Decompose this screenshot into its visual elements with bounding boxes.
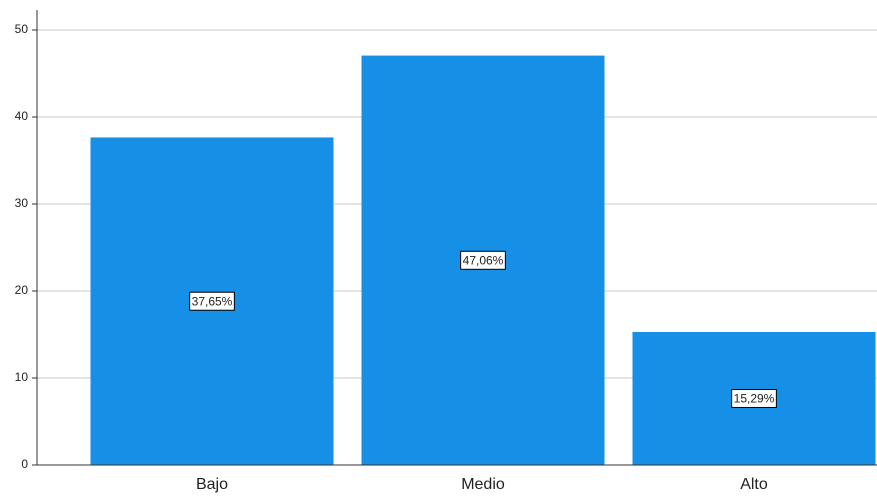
value-label: 47,06%: [463, 253, 504, 267]
value-label-box: [189, 291, 235, 311]
y-tick-label: 20: [15, 283, 29, 297]
y-tick-label: 40: [15, 109, 29, 123]
value-label: 15,29%: [734, 392, 775, 406]
value-label-box: [731, 388, 777, 408]
x-tick-label: Medio: [461, 476, 505, 493]
x-tick-label: Alto: [740, 476, 768, 493]
value-label-box: [460, 250, 506, 270]
y-tick-label: 50: [15, 22, 29, 36]
value-label: 37,65%: [192, 294, 233, 308]
y-tick-label: 30: [15, 196, 29, 210]
y-tick-label: 10: [15, 370, 29, 384]
x-tick-label: Bajo: [196, 476, 228, 493]
y-tick-label: 0: [21, 457, 28, 471]
